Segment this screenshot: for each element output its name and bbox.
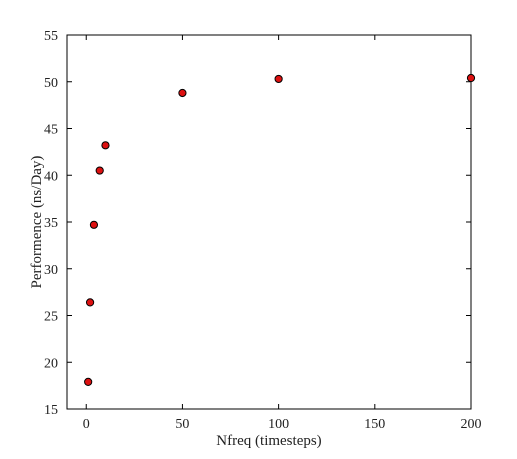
data-point xyxy=(178,88,187,98)
y-tick-label: 35 xyxy=(44,216,58,231)
data-point xyxy=(274,74,283,84)
data-point xyxy=(466,73,476,83)
y-tick-label: 30 xyxy=(44,263,58,278)
y-tick-label: 50 xyxy=(44,76,58,91)
y-tick-label: 25 xyxy=(44,310,58,325)
ticks-layer: 0 50 100 150 200 15 20 25 30 35 40 45 50 55 xyxy=(44,29,482,432)
x-tick-label: 100 xyxy=(268,417,289,432)
data-point xyxy=(89,220,99,229)
y-tick-label: 55 xyxy=(44,29,58,44)
x-tick-label: 150 xyxy=(364,417,385,432)
y-tick-label: 40 xyxy=(44,169,58,184)
data-point xyxy=(84,377,93,386)
y-tick-label: 20 xyxy=(44,356,58,371)
x-tick-label: 0 xyxy=(83,417,90,432)
y-tick-label: 15 xyxy=(44,403,58,418)
x-tick-label: 50 xyxy=(175,417,189,432)
plot-area-frame xyxy=(66,34,472,410)
y-tick-label: 45 xyxy=(44,123,58,138)
data-point xyxy=(95,166,104,175)
data-point xyxy=(85,298,95,307)
y-axis-title: Performence (ns/Day) xyxy=(29,156,45,289)
x-axis-title: Nfreq (timesteps) xyxy=(216,433,321,449)
points-layer xyxy=(84,73,476,386)
x-tick-label: 200 xyxy=(461,417,482,432)
data-point xyxy=(101,141,110,150)
